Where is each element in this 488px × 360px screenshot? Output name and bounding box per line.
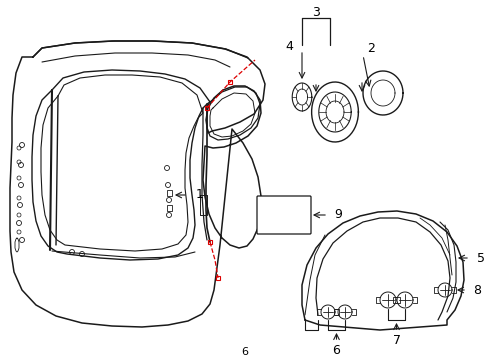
Text: 4: 4	[285, 40, 292, 54]
Bar	[167, 205, 172, 211]
Text: 6: 6	[241, 347, 247, 357]
Text: 5: 5	[476, 252, 484, 265]
Text: 7: 7	[392, 333, 400, 346]
Text: 6: 6	[332, 343, 340, 356]
Text: 9: 9	[333, 208, 341, 221]
Text: 1: 1	[196, 189, 203, 202]
Text: 3: 3	[311, 5, 319, 18]
Text: 8: 8	[472, 284, 480, 297]
Bar	[167, 190, 172, 196]
Text: 2: 2	[366, 41, 374, 54]
FancyBboxPatch shape	[257, 196, 310, 234]
